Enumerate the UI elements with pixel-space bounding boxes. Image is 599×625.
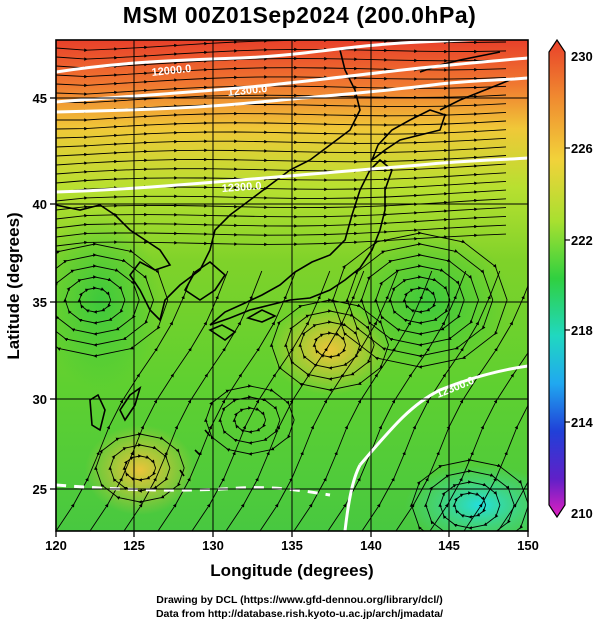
contour-label: 12300.0 [227, 83, 268, 99]
streamline [56, 120, 507, 131]
streamline [497, 295, 528, 531]
colorbar-label: 222 [571, 233, 593, 248]
map-plot-area: 12000.0 12300.0 12300.0 12300.0 [56, 40, 528, 531]
streamline [56, 146, 507, 157]
contour-label: 12300.0 [221, 180, 262, 195]
colorbar-bar [548, 38, 566, 519]
streamline [56, 198, 507, 211]
x-tick-label: 140 [360, 538, 382, 553]
x-tick-label: 145 [438, 538, 460, 553]
y-tick-label: 40 [33, 197, 47, 212]
streamline [56, 189, 507, 202]
streamline [56, 129, 507, 140]
contour-label: 12000.0 [151, 63, 192, 79]
x-tick-label: 120 [45, 538, 67, 553]
x-tick-label: 150 [517, 538, 539, 553]
streamlines [56, 40, 528, 531]
chart-title: MSM 00Z01Sep2024 (200.0hPa) [122, 2, 477, 28]
x-axis-label: Longitude (degrees) [210, 561, 373, 580]
streamline [56, 56, 507, 70]
streamline [463, 295, 528, 531]
streamline [56, 75, 507, 88]
streamline [56, 65, 507, 79]
colorbar-label: 226 [571, 141, 593, 156]
colorbar-label: 214 [571, 415, 593, 430]
streamline [56, 84, 507, 96]
streamline [56, 93, 507, 105]
credit-line: Drawing by DCL (https://www.gfd-dennou.o… [156, 594, 443, 606]
colorbar-label: 210 [571, 506, 593, 521]
colorbar-label: 230 [571, 49, 593, 64]
colorbar-label: 218 [571, 323, 593, 338]
streamline [56, 111, 507, 122]
streamline [56, 172, 507, 184]
streamline [56, 137, 507, 148]
y-axis-label: Latitude (degrees) [4, 212, 23, 359]
graticule [56, 40, 528, 531]
streamline [56, 163, 507, 175]
y-tick-label: 35 [33, 295, 47, 310]
cool-anomaly [405, 465, 528, 531]
colorbar: 230 226 222 218 214 210 [548, 38, 593, 521]
x-tick-label: 135 [281, 538, 303, 553]
geopotential-contours [56, 40, 528, 531]
x-tick-label: 130 [202, 538, 224, 553]
y-tick-label: 30 [33, 392, 47, 407]
green-region [350, 230, 510, 370]
x-tick-label: 125 [123, 538, 145, 553]
axis-ticks [50, 97, 529, 537]
data-source-line: Data from http://database.rish.kyoto-u.a… [155, 608, 444, 620]
coastlines [56, 49, 516, 477]
streamline [56, 155, 507, 166]
warm-anomaly [85, 425, 195, 515]
y-tick-label: 25 [33, 482, 47, 497]
y-tick-label: 45 [33, 91, 47, 106]
